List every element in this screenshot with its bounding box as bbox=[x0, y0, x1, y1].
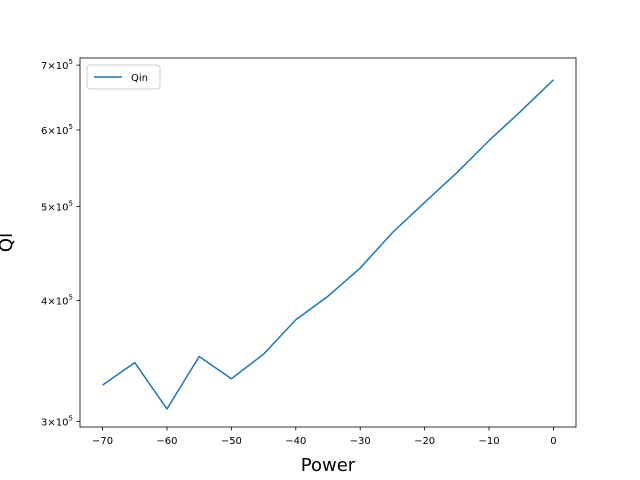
data-point bbox=[134, 362, 136, 364]
plot-area bbox=[80, 58, 576, 427]
y-tick-label: 6×105 bbox=[41, 123, 73, 137]
data-point bbox=[198, 356, 200, 358]
y-tick-exponent: 5 bbox=[69, 293, 73, 301]
y-tick-mantissa: 5 bbox=[41, 203, 47, 214]
y-axis-label: Ql bbox=[0, 233, 17, 252]
x-tick-label: −70 bbox=[92, 436, 113, 447]
series-line-qin bbox=[102, 79, 554, 410]
x-axis-ticks: −70 −60 −50 −40 −30 −20 −10 0 bbox=[92, 427, 557, 447]
y-tick-mantissa: 7 bbox=[41, 61, 47, 72]
data-point bbox=[553, 79, 555, 81]
data-point bbox=[327, 295, 329, 297]
series-layer bbox=[102, 79, 555, 410]
y-tick-times: ×10 bbox=[47, 61, 68, 72]
y-tick-mantissa: 3 bbox=[41, 417, 47, 428]
legend: Qin bbox=[86, 64, 161, 90]
y-tick-exponent: 5 bbox=[69, 123, 73, 131]
y-tick-exponent: 5 bbox=[69, 58, 73, 66]
plot-frame bbox=[79, 57, 577, 428]
y-tick-label: 4×105 bbox=[41, 293, 73, 307]
data-point bbox=[295, 319, 297, 321]
data-point bbox=[359, 267, 361, 269]
data-point bbox=[166, 408, 168, 410]
x-tick-label: −10 bbox=[478, 436, 499, 447]
data-point bbox=[231, 378, 233, 380]
x-tick-label: −50 bbox=[221, 436, 242, 447]
x-tick-label: −60 bbox=[156, 436, 177, 447]
x-tick-label: 0 bbox=[550, 436, 556, 447]
y-tick-label: 5×105 bbox=[41, 200, 73, 214]
x-tick-label: −20 bbox=[414, 436, 435, 447]
y-tick-times: ×10 bbox=[47, 126, 68, 137]
y-tick-exponent: 5 bbox=[69, 200, 73, 208]
y-tick-times: ×10 bbox=[47, 417, 68, 428]
data-point bbox=[520, 110, 522, 112]
data-point bbox=[102, 384, 104, 386]
data-point bbox=[392, 232, 394, 234]
data-point bbox=[456, 172, 458, 174]
legend-entry: Qin bbox=[131, 73, 148, 84]
data-point bbox=[263, 353, 265, 355]
x-tick-label: −40 bbox=[285, 436, 306, 447]
legend-frame bbox=[86, 64, 161, 90]
y-tick-label: 7×105 bbox=[41, 58, 73, 72]
data-point bbox=[424, 202, 426, 204]
y-tick-times: ×10 bbox=[47, 203, 68, 214]
y-tick-label: 3×105 bbox=[41, 414, 73, 428]
x-tick-label: −30 bbox=[350, 436, 371, 447]
y-tick-mantissa: 4 bbox=[41, 296, 47, 307]
y-tick-exponent: 5 bbox=[69, 414, 73, 422]
y-tick-times: ×10 bbox=[47, 296, 68, 307]
x-axis-label: Power bbox=[301, 455, 356, 476]
y-tick-mantissa: 6 bbox=[41, 126, 47, 137]
data-point bbox=[488, 140, 490, 142]
